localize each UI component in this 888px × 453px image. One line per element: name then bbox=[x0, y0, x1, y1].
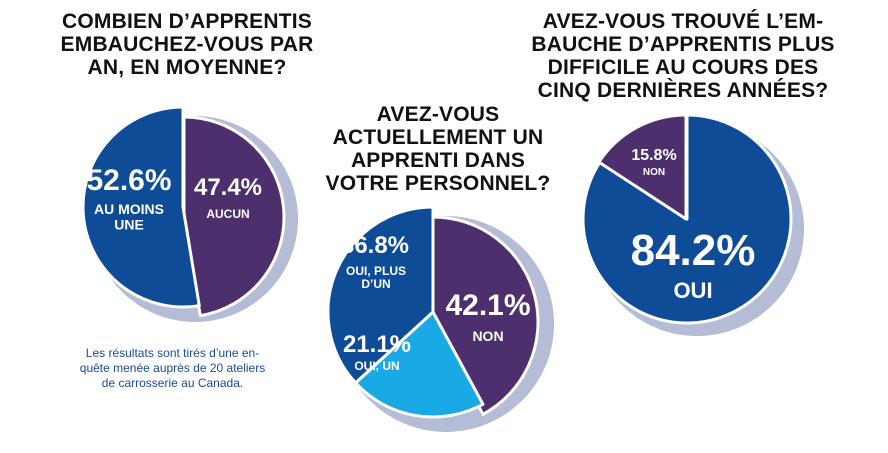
pie-chart-2: 42.1% NON 21.1%OUI, UN 36.8% OUI, PLUS D’UN bbox=[326, 205, 554, 432]
pie-1-slice-2-label: AU MOINS UNE bbox=[94, 201, 164, 232]
pie-2-slice-1-label: NON bbox=[472, 328, 503, 344]
pie-1-slice-1 bbox=[182, 115, 286, 318]
pie-3-slice-1-label: OUI bbox=[673, 278, 712, 303]
pie-2-slice-2 bbox=[354, 310, 485, 419]
pie-2-slice-2-label: OUI, UN bbox=[354, 359, 399, 373]
pie-1-slice-2-percent: 52.6% bbox=[86, 164, 171, 197]
chart-1-title: COMBIEN D’APPRENTIS EMBAUCHEZ-VOUS PAR A… bbox=[60, 10, 314, 79]
pie-2-slice-2-percent: 21.1% bbox=[343, 331, 411, 358]
pie-3-slice-1-percent: 84.2% bbox=[631, 226, 756, 275]
pie-chart-1: 47.4% AUCUN 52.6% AU MOINS UNE bbox=[81, 105, 298, 322]
pie-2-slice-3-percent: 36.8% bbox=[341, 232, 409, 259]
pie-3-slice-2 bbox=[597, 113, 688, 221]
pie-2-slice-3-label: OUI, PLUS D’UN bbox=[346, 264, 406, 291]
pie-chart-3: 84.2% OUI 15.8% NON bbox=[581, 113, 804, 336]
pie-1-slice-2 bbox=[81, 105, 201, 309]
pie-2-slice-3 bbox=[326, 205, 435, 385]
pie-1-slice-1-percent: 47.4% bbox=[194, 174, 262, 201]
pie-3-slice-1 bbox=[581, 113, 793, 325]
chart-3-title: AVEZ-VOUS TROUVÉ L’EM- BAUCHE D’APPRENTI… bbox=[531, 10, 835, 102]
pie-3-slice-2-label: NON bbox=[643, 167, 665, 178]
chart-2-title: AVEZ-VOUS ACTUELLEMENT UN APPRENTI DANS … bbox=[325, 103, 551, 195]
pie-2-slice-1-percent: 42.1% bbox=[445, 289, 530, 322]
pie-1-slice-1-label: AUCUN bbox=[206, 207, 249, 221]
pie-3-slice-2-percent: 15.8% bbox=[631, 147, 676, 164]
survey-note: Les résultats sont tirés d’une en- quête… bbox=[79, 346, 266, 390]
